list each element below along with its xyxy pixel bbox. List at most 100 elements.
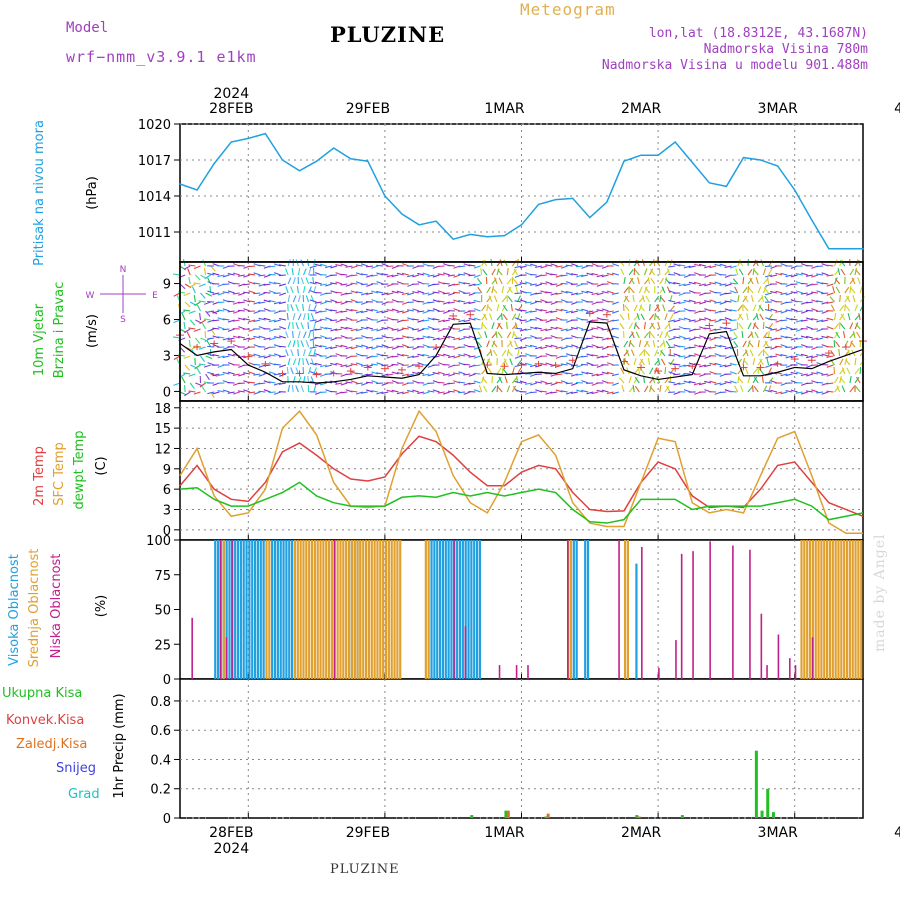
wind-arrow [576, 364, 584, 368]
wind-arrow [488, 295, 493, 303]
wind-unit-label: (m/s) [85, 314, 100, 348]
wind-arrow [188, 283, 196, 288]
cloud-bar [453, 540, 455, 679]
cloud-bar [276, 540, 279, 679]
wind-arrow [757, 358, 763, 366]
wind-arrow [468, 264, 476, 267]
wind-arrow [704, 283, 712, 287]
wind-arrow [314, 344, 322, 348]
wind-arrow [762, 268, 767, 276]
wind-arrow [458, 319, 466, 323]
wind-arrow [545, 281, 553, 285]
wind-arrow [248, 319, 256, 323]
wind-arrow [669, 313, 674, 321]
precip-legend-item: Zaledj.Kisa [16, 737, 87, 752]
wind-arrow [340, 344, 348, 348]
wind-arrow [765, 389, 773, 393]
cloud-bar [367, 540, 371, 679]
cloud-bar [441, 540, 445, 679]
year-label-bottom: 2024 [213, 841, 249, 857]
wind-arrow [217, 373, 225, 377]
wind-arrow [662, 304, 666, 312]
wind-arrow [205, 373, 210, 381]
wind-arrow [724, 308, 732, 312]
wind-arrow [619, 377, 625, 384]
wind-arrow [545, 310, 553, 314]
precip-unit-label: 1hr Precip (mm) [112, 693, 127, 798]
wind-arrow [834, 278, 841, 285]
wind-arrow [790, 355, 798, 359]
wind-arrow [365, 373, 374, 376]
wind-arrow [486, 340, 490, 348]
wind-arrow [683, 317, 691, 321]
cloud-bar [376, 540, 379, 679]
wind-arrow [396, 290, 404, 294]
cloud-bar [840, 540, 843, 679]
wind-arrow [714, 344, 722, 348]
wind-arrow [437, 353, 445, 357]
wind-arrow [381, 373, 389, 377]
wind-arrow [829, 296, 835, 303]
wind-arrow [821, 301, 829, 305]
wind-arrow [501, 304, 507, 312]
x-tick-label-top: 2MAR [621, 101, 662, 117]
wind-arrow [855, 269, 861, 276]
wind-arrow [762, 321, 765, 330]
wind-arrow [278, 274, 286, 277]
wind-arrow [287, 295, 291, 303]
wind-arrow [729, 371, 737, 375]
wind-arrow [386, 346, 394, 349]
wind-arrow [473, 372, 481, 375]
precip-bar [504, 810, 508, 818]
wind-arrow [560, 282, 568, 285]
wind-arrow [386, 265, 394, 268]
wind-arrow [826, 301, 834, 304]
wind-arrow [501, 296, 507, 303]
wind-arrow [237, 382, 245, 385]
wind-arrow [238, 317, 246, 321]
wind-arrow [263, 283, 271, 286]
wind-arrow [849, 285, 852, 294]
wind-arrow [704, 355, 712, 359]
wind-arrow [732, 278, 739, 285]
wind-arrow [693, 328, 701, 331]
cloud-bar [236, 540, 240, 679]
wind-arrow [184, 391, 191, 397]
wind-arrow [519, 282, 527, 285]
wind-arrow [752, 304, 757, 312]
wind-arrow [668, 362, 676, 366]
wind-arrow [764, 346, 773, 349]
wind-arrow [606, 371, 614, 375]
cloud-bar [259, 540, 262, 679]
wind-arrow [507, 296, 513, 303]
wind-arrow [805, 301, 813, 304]
wind-arrow [325, 283, 333, 287]
wind-arrow [473, 355, 481, 359]
wind-arrow [775, 290, 783, 294]
wind-arrow [795, 273, 803, 276]
wind-arrow [854, 304, 858, 312]
wind-arrow [360, 283, 368, 286]
cloud-bar [803, 540, 806, 679]
compass-n: N [120, 265, 127, 275]
wind-arrow [237, 390, 245, 393]
wind-arrow [570, 327, 578, 330]
wind-arrow [207, 310, 215, 313]
cloud-bar [427, 540, 430, 679]
wind-arrow [631, 331, 635, 339]
wind-arrow [458, 391, 466, 394]
wind-arrow [757, 286, 762, 294]
wind-arrow [555, 326, 563, 330]
wind-arrow [780, 391, 788, 395]
wind-arrow [765, 274, 773, 278]
wind-arrow [693, 336, 701, 339]
wind-arrow [834, 259, 838, 267]
wind-arrow [422, 353, 430, 357]
y-tick-label: 0 [163, 385, 171, 400]
wind-arrow [501, 312, 503, 321]
wind-arrow [302, 286, 306, 294]
wind-arrow [302, 349, 306, 357]
wind-arrow [483, 385, 488, 393]
wind-arrow [481, 376, 485, 384]
pressure-point [401, 213, 403, 215]
